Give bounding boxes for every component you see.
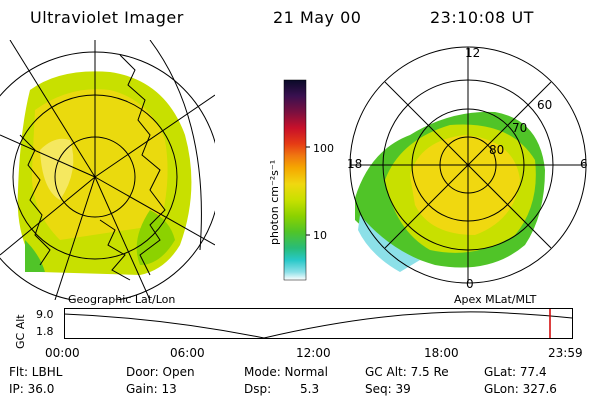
status-glat: GLat: 77.4 [484,365,547,379]
status-gc-alt: GC Alt: 7.5 Re [365,365,449,379]
mlt-label-18: 18 [347,157,363,171]
mlt-label-12: 12 [465,46,481,60]
timeline-xtick-1200: 12:00 [296,346,331,360]
status-mode: Mode: Normal [244,365,328,379]
mlt-label-0: 0 [466,277,474,291]
timeline-ytick-min: 1.8 [36,325,54,338]
timeline-plot [64,308,573,339]
instrument-title: Ultraviolet Imager [30,8,184,27]
date-label: 21 May 00 [273,8,362,27]
geographic-image-panel [0,40,215,300]
status-glon: GLon: 327.6 [484,382,557,396]
colorbar [283,79,310,281]
status-dsp-value: 5.3 [300,382,320,396]
colorbar-tick-100: 100 [313,142,334,155]
status-dsp-label: Dsp: [244,382,272,396]
timeline-xtick-0600: 06:00 [170,346,205,360]
geographic-panel-label: Geographic Lat/Lon [68,293,176,306]
status-filter: Flt: LBHL [9,365,63,379]
mlat-label-60: 60 [537,98,553,112]
status-seq: Seq: 39 [365,382,411,396]
status-door: Door: Open [126,365,195,379]
colorbar-unit-label: photon cm⁻²s⁻¹ [268,159,281,245]
timeline-ytick-max: 9.0 [36,308,54,321]
time-label: 23:10:08 UT [430,8,534,27]
colorbar-tick-10: 10 [313,229,327,242]
timeline-ylabel: GC Alt [14,314,27,349]
polar-image-panel [349,46,587,284]
timeline-xtick-2359: 23:59 [548,346,583,360]
timeline-xtick-1800: 18:00 [424,346,459,360]
polar-panel-label: Apex MLat/MLT [454,293,537,306]
status-ip: IP: 36.0 [9,382,55,396]
mlt-label-6: 6 [580,157,588,171]
mlat-label-80: 80 [489,143,505,157]
status-gain: Gain: 13 [126,382,177,396]
timeline-xtick-0000: 00:00 [45,346,80,360]
mlat-label-70: 70 [512,121,528,135]
